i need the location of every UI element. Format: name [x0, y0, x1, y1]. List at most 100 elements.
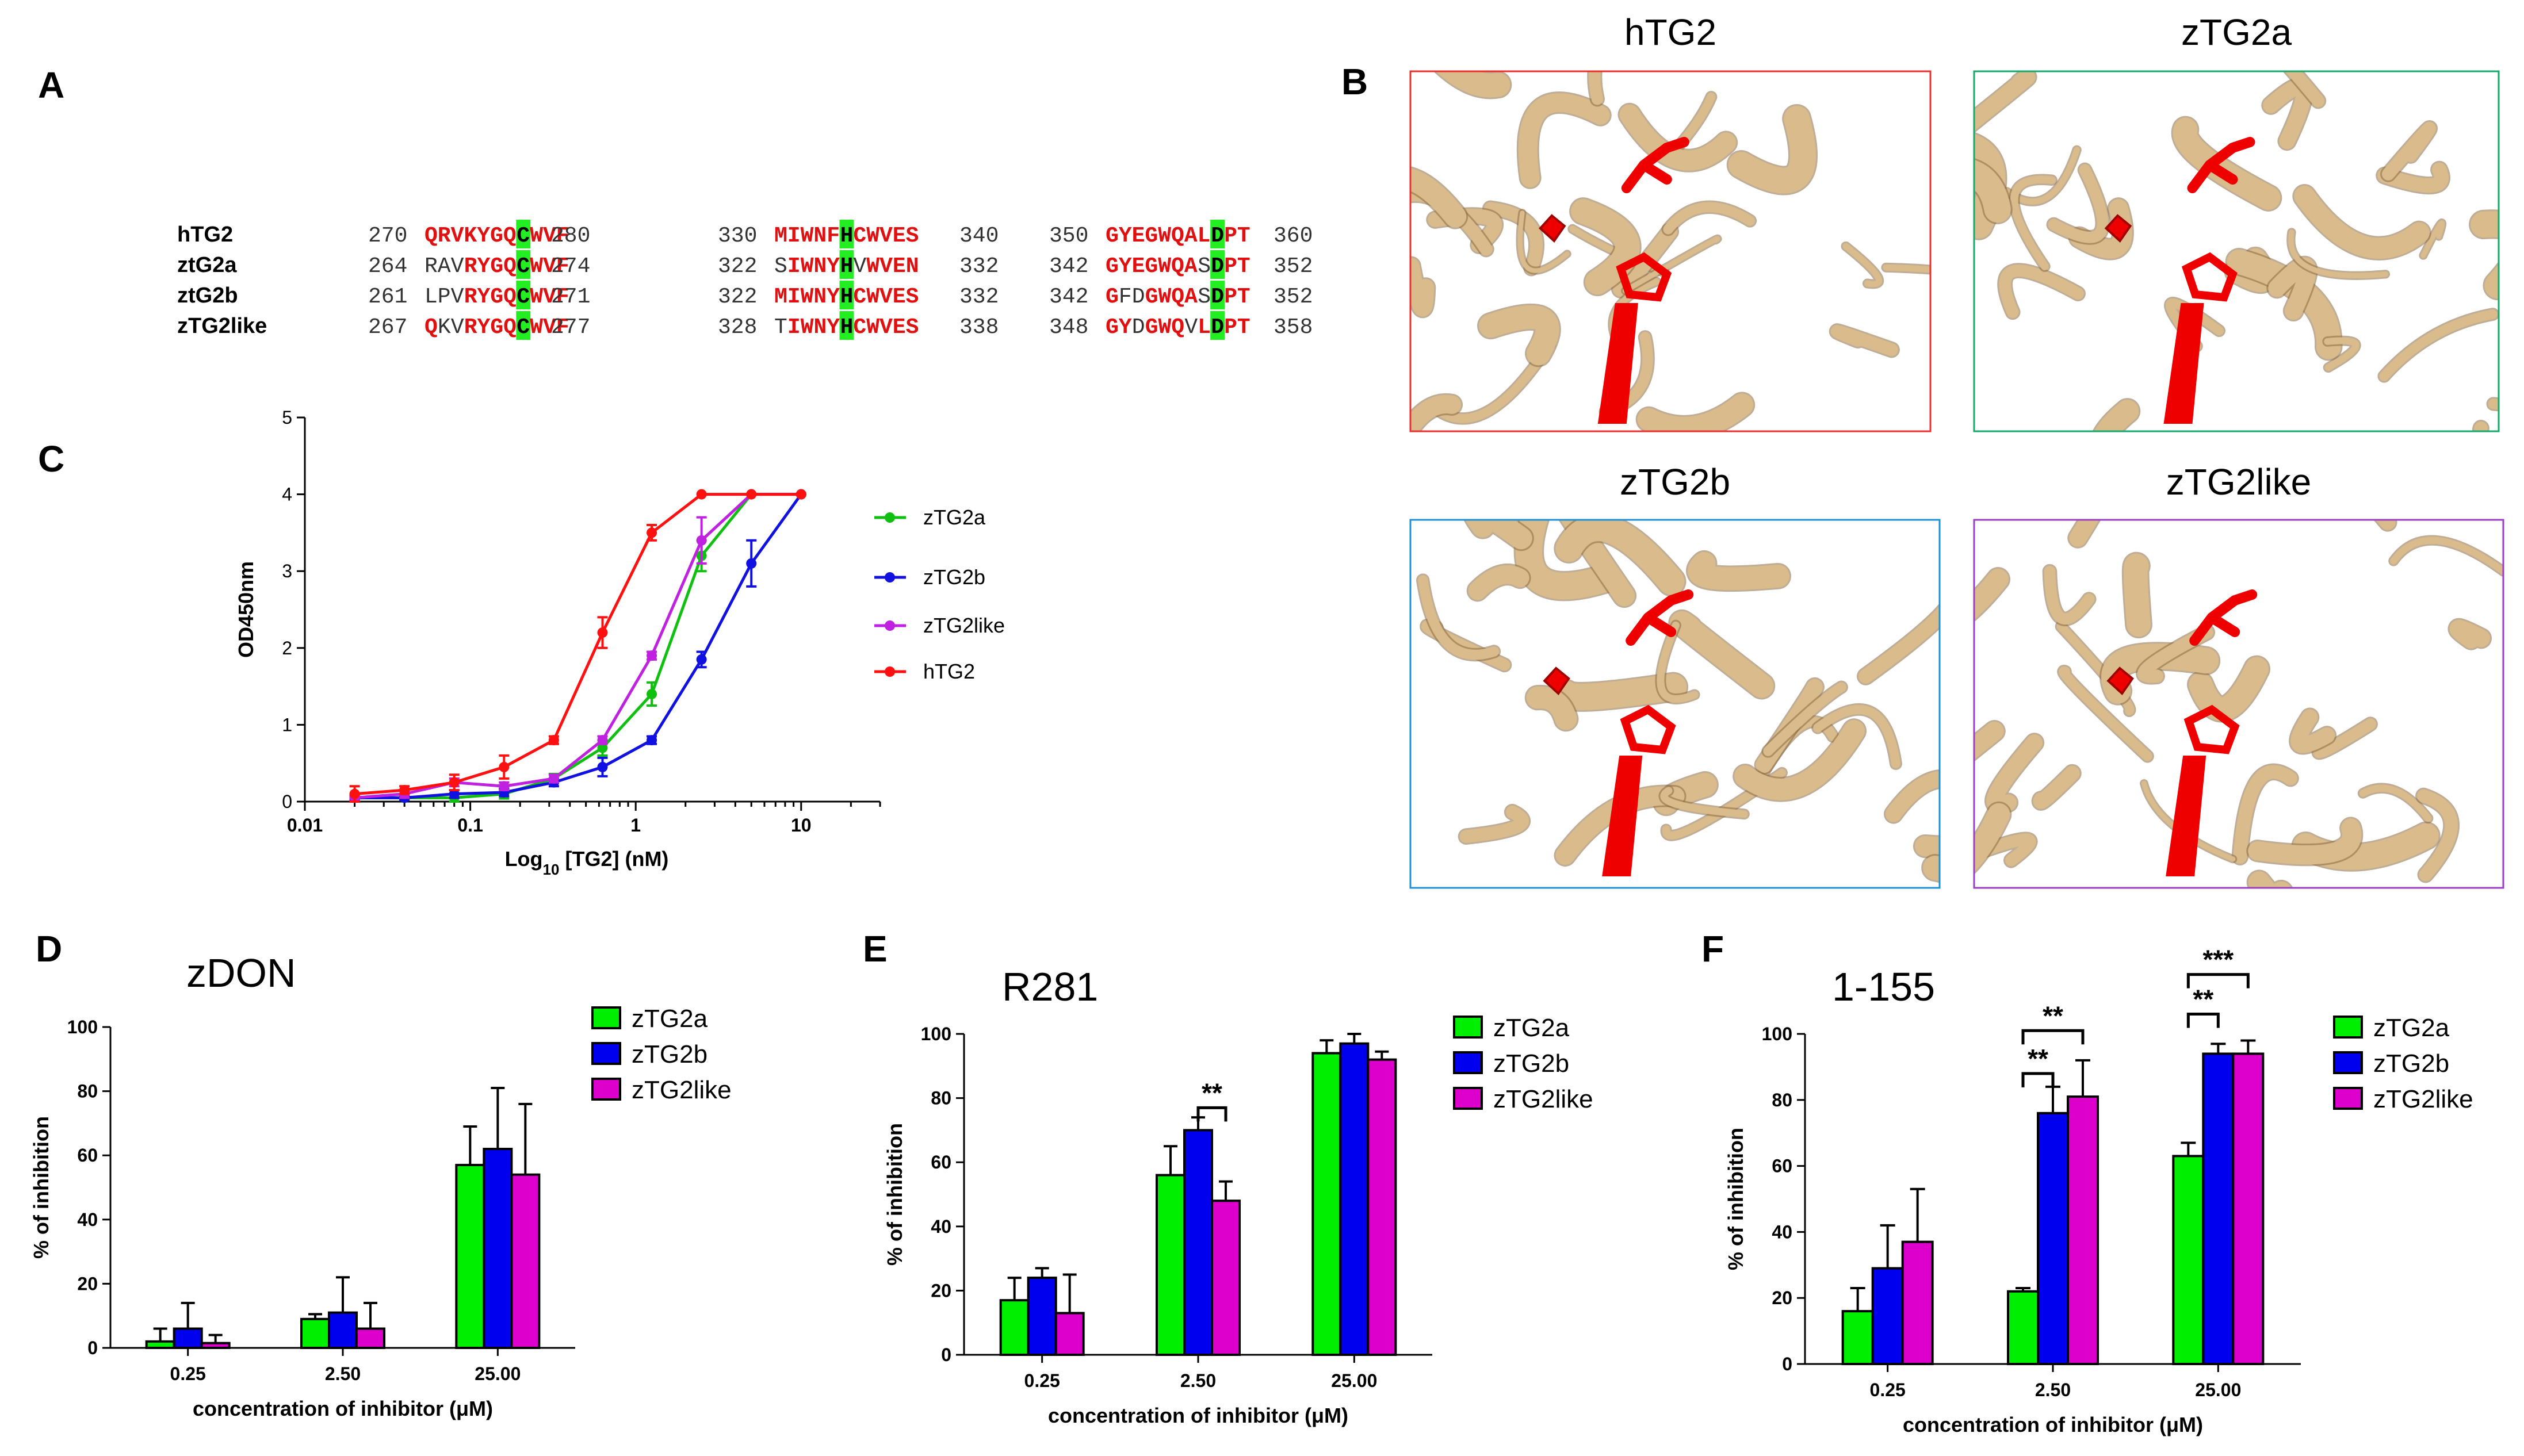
asp-residue	[1626, 589, 1694, 646]
y-axis-label: % of inhibition	[1724, 1128, 1747, 1270]
significance-bracket	[2021, 1029, 2085, 1045]
x-axis-label-unit: [TG2] (nM)	[559, 847, 668, 871]
ribbon-segment	[2137, 626, 2214, 683]
bar-ztg2b	[1339, 1042, 1370, 1356]
legend-marker	[885, 620, 895, 631]
y-axis-label: % of inhibition	[29, 1116, 53, 1259]
ribbon-segment	[2059, 666, 2152, 761]
structure-frame	[1973, 70, 2500, 432]
x-tick-label: 25.00	[2195, 1380, 2241, 1400]
bar-ztg2b	[483, 1148, 513, 1350]
data-point	[647, 527, 657, 538]
seq-start-pos: 261	[368, 285, 407, 309]
his-residue-ring	[2183, 704, 2240, 754]
ribbon-segment	[1526, 686, 1577, 730]
seq-segment: GWQA	[1145, 285, 1198, 309]
seq-segment: CWVES	[853, 224, 919, 248]
bar-ztg2a	[455, 1163, 485, 1349]
asp-residue	[2189, 589, 2258, 646]
ribbon-segment	[1517, 210, 1570, 273]
seq-end-pos: 352	[1274, 254, 1313, 279]
ribbon-segment	[2173, 117, 2281, 210]
significance-bracket	[1196, 1106, 1227, 1122]
seq-segment: T	[774, 315, 787, 340]
protein-ribbon-render	[1410, 71, 1930, 431]
ribbon-segment	[2359, 784, 2432, 822]
y-tick-label: 1	[282, 714, 292, 735]
seq-segment: PT	[1224, 285, 1250, 309]
y-tick-label: 60	[931, 1152, 951, 1173]
panel-label-d: D	[36, 928, 62, 970]
seq-segment: H	[840, 315, 854, 340]
y-tick-label: 2	[282, 638, 292, 658]
cys-residue	[1543, 666, 1570, 696]
seq-segment: C	[517, 285, 530, 309]
data-point	[548, 735, 559, 746]
ribbon-segment	[2473, 422, 2488, 431]
legend-swatch	[591, 1078, 621, 1101]
ribbon-segment	[1589, 71, 1603, 105]
seq-segment: FD	[1119, 285, 1145, 309]
x-tick-label: 0.1	[457, 815, 483, 836]
seq-start-pos: 322	[718, 254, 757, 279]
series-line-ztg2b	[354, 493, 802, 799]
ribbon-segment	[1484, 202, 1543, 275]
legend-swatch	[1453, 1051, 1483, 1074]
y-tick-label: 3	[282, 561, 292, 581]
ribbon-segment	[1619, 104, 1737, 171]
legend-label: zTG2a	[2373, 1014, 2450, 1042]
ribbon-segment	[1663, 202, 1756, 235]
panel-label-f: F	[1701, 928, 1724, 970]
r281-inhibition-chart: R281 0 20 40 60 80 100 0.25 2.50 25.00 concentrati…	[883, 964, 1593, 1427]
x-axis-label: concentration of inhibitor (μM)	[1903, 1413, 2203, 1436]
ribbon-segment	[2285, 71, 2325, 108]
y-axis-label: % of inhibition	[883, 1123, 907, 1266]
seq-segment: GWQ	[1145, 315, 1184, 340]
ribbon-segment	[1728, 105, 1816, 194]
legend-label: zTG2a	[1493, 1014, 1570, 1042]
seq-segment: RYGQ	[464, 254, 517, 279]
significance-bracket	[2186, 1013, 2220, 1028]
seq-name: ztG2b	[177, 283, 238, 308]
bar-ztg2like	[355, 1327, 385, 1350]
data-point	[597, 761, 608, 772]
seq-segment: PT	[1224, 315, 1250, 340]
seq-segment: Q	[425, 315, 438, 340]
cys-residue	[1539, 214, 1566, 243]
asp-residue	[1621, 137, 1689, 193]
ribbon-segment	[2010, 175, 2056, 270]
legend-label: zTG2like	[632, 1076, 732, 1104]
legend-label: zTG2a	[632, 1005, 708, 1033]
cys-residue	[2104, 214, 2132, 243]
ribbon-segment	[2288, 229, 2388, 278]
seq-segment: D	[1132, 315, 1145, 340]
x-tick-label: 2.50	[1180, 1370, 1216, 1391]
y-tick-label: 5	[282, 407, 292, 428]
seq-segment: PT	[1224, 224, 1250, 248]
ribbon-segment	[1660, 787, 1748, 818]
ribbon-segment	[2294, 185, 2430, 259]
conserved-residue-highlight	[1210, 250, 1225, 279]
legend-marker	[885, 572, 895, 583]
ribbon-segment	[1974, 568, 2009, 620]
seq-segment: S	[1198, 254, 1211, 279]
ribbon-segment	[1734, 720, 1865, 800]
bar-ztg2like	[2067, 1095, 2099, 1366]
seq-segment: GY	[1106, 315, 1132, 340]
data-point	[696, 535, 707, 546]
seq-segment: C	[517, 254, 530, 279]
y-tick-label: 0	[1782, 1354, 1792, 1374]
data-point	[746, 558, 757, 569]
x-tick-label: 25.00	[475, 1363, 521, 1384]
ribbon-segment	[2379, 309, 2498, 381]
bar-ztg2b	[1871, 1267, 1904, 1366]
seq-name: hTG2	[177, 223, 233, 247]
significance-label: ***	[2202, 945, 2234, 975]
ribbon-segment	[1571, 199, 1640, 295]
bar-ztg2b	[2037, 1112, 2069, 1365]
legend-label: zTG2b	[632, 1040, 708, 1068]
conserved-residue-highlight	[516, 220, 531, 248]
x-tick-label: 0.01	[287, 815, 323, 836]
